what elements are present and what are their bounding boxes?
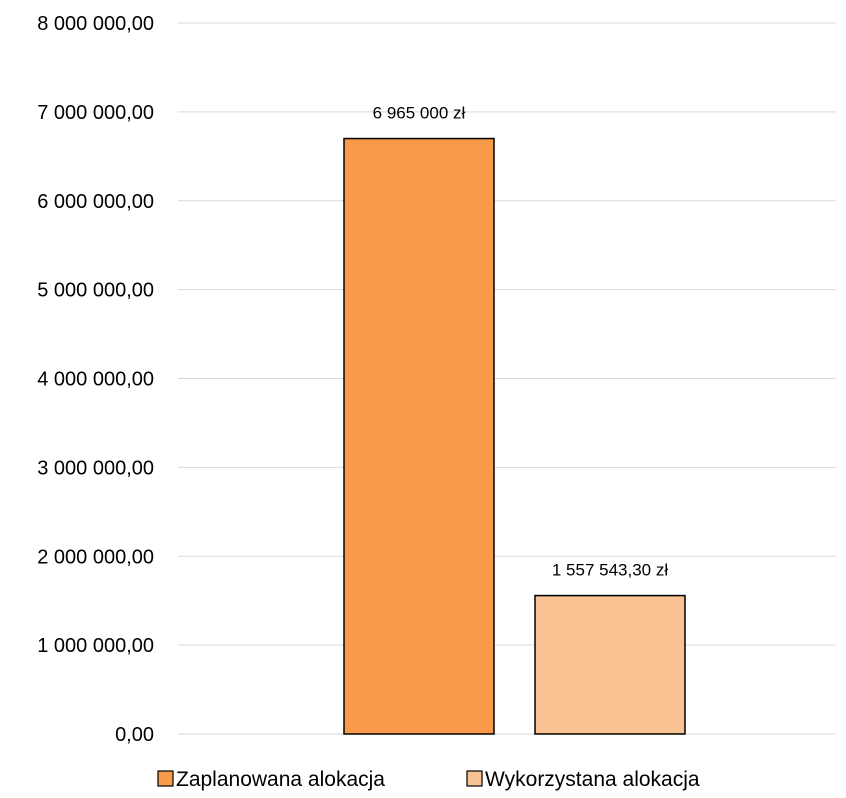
legend-label: Wykorzystana alokacja [485,768,700,791]
data-label: 6 965 000 zł [373,104,466,123]
legend-item: Zaplanowana alokacja [157,768,385,791]
y-axis-tick-labels: 0,00 1 000 000,00 2 000 000,00 3 000 000,00… [37,13,154,746]
legend: Zaplanowana alokacja Wykorzystana alokacj… [157,768,700,791]
legend-item: Wykorzystana alokacja [466,768,700,791]
y-tick-label: 6 000 000,00 [37,191,154,213]
legend-swatch [157,770,174,787]
y-tick-label: 4 000 000,00 [37,369,154,391]
y-tick-label: 2 000 000,00 [37,546,154,568]
legend-swatch [466,770,483,787]
legend-label: Zaplanowana alokacja [176,768,385,791]
data-label: 1 557 543,30 zł [552,561,668,580]
y-tick-label: 1 000 000,00 [37,635,154,657]
bars [343,137,686,735]
y-tick-label: 5 000 000,00 [37,280,154,302]
data-labels: 6 965 000 zł 1 557 543,30 zł [373,104,669,580]
y-tick-label: 0,00 [115,724,154,746]
y-tick-label: 8 000 000,00 [37,13,154,35]
gridlines [178,22,836,735]
y-tick-label: 7 000 000,00 [37,102,154,124]
bar-zaplanowana-alokacja [343,137,495,735]
y-tick-label: 3 000 000,00 [37,457,154,479]
bar-wykorzystana-alokacja [534,594,686,735]
